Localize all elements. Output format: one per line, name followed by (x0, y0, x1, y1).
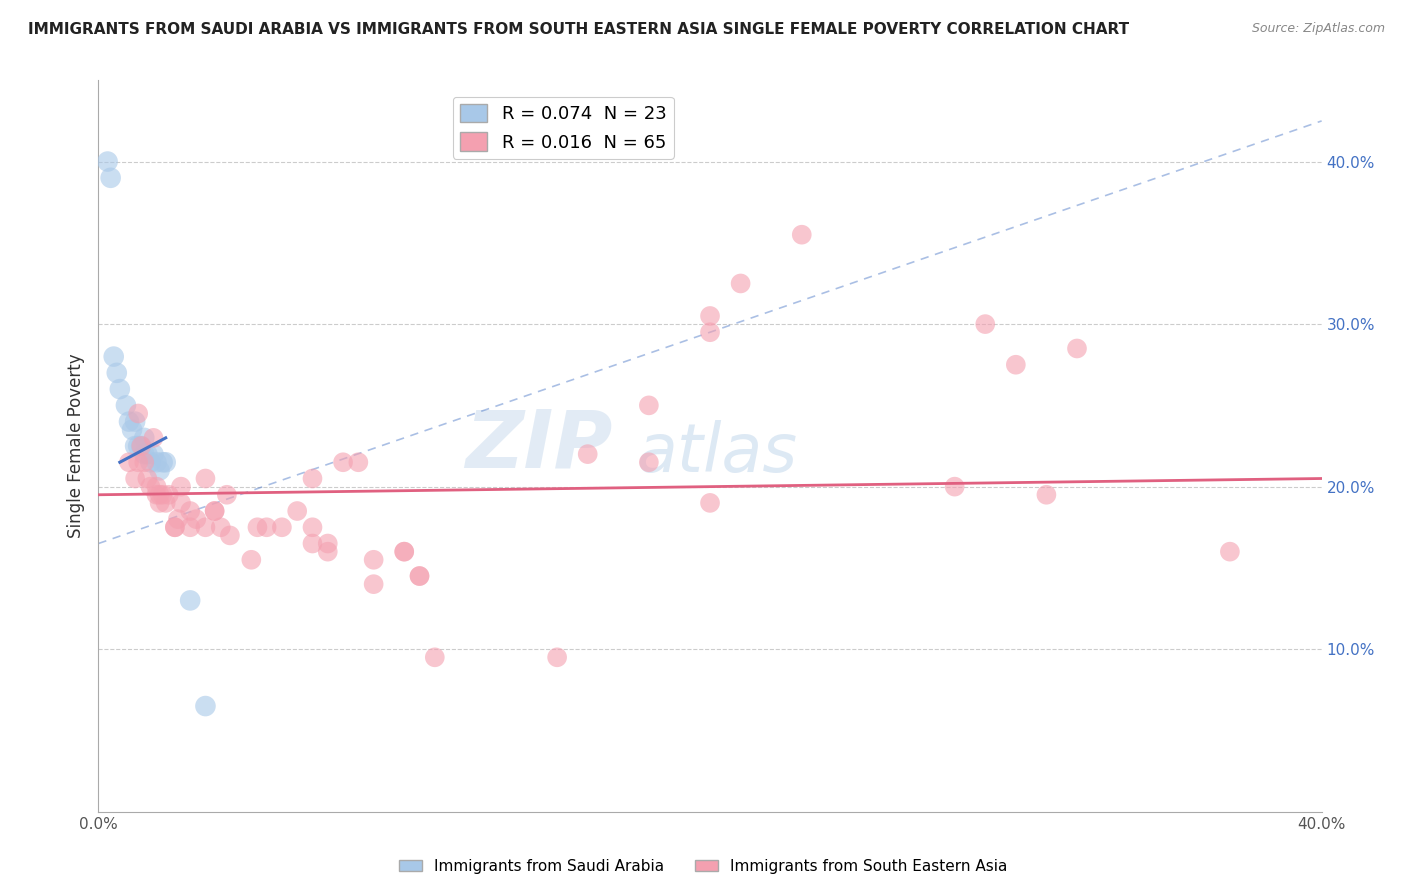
Point (127, 439, 149, 453)
Point (699, 325, 721, 339)
Point (179, 504, 201, 518)
Point (790, 227, 813, 242)
Point (134, 447, 156, 461)
Point (142, 431, 165, 445)
Point (301, 520, 323, 534)
Point (194, 471, 217, 485)
Point (408, 569, 430, 583)
Point (699, 309, 721, 323)
Point (1066, 342, 1088, 356)
Point (152, 455, 174, 469)
Point (142, 447, 165, 461)
Point (347, 455, 370, 469)
Point (155, 455, 177, 469)
Point (145, 488, 167, 502)
Point (1035, 488, 1057, 502)
Text: ZIP: ZIP (465, 407, 612, 485)
Point (219, 528, 242, 542)
Point (363, 577, 385, 591)
Point (134, 455, 156, 469)
Point (118, 415, 141, 429)
Point (149, 496, 172, 510)
Text: IMMIGRANTS FROM SAUDI ARABIA VS IMMIGRANTS FROM SOUTH EASTERN ASIA SINGLE FEMALE: IMMIGRANTS FROM SAUDI ARABIA VS IMMIGRAN… (28, 22, 1129, 37)
Point (170, 480, 193, 494)
Point (974, 317, 997, 331)
Point (136, 471, 159, 485)
Point (576, 447, 599, 461)
Point (637, 398, 661, 412)
Point (124, 415, 146, 429)
Point (256, 520, 278, 534)
Point (167, 512, 190, 526)
Point (155, 496, 177, 510)
Y-axis label: Single Female Poverty: Single Female Poverty (66, 354, 84, 538)
Point (408, 569, 430, 583)
Point (134, 431, 156, 445)
Point (301, 536, 323, 550)
Point (546, 650, 568, 665)
Point (170, 496, 193, 510)
Point (204, 504, 226, 518)
Point (209, 520, 232, 534)
Point (149, 463, 172, 477)
Point (392, 544, 416, 558)
Point (363, 553, 385, 567)
Point (121, 423, 143, 437)
Text: Source: ZipAtlas.com: Source: ZipAtlas.com (1251, 22, 1385, 36)
Point (149, 488, 172, 502)
Point (316, 536, 339, 550)
Legend: R = 0.074  N = 23, R = 0.016  N = 65: R = 0.074 N = 23, R = 0.016 N = 65 (453, 96, 673, 159)
Point (246, 520, 269, 534)
Point (730, 277, 752, 291)
Point (204, 504, 226, 518)
Point (194, 699, 217, 714)
Point (103, 350, 125, 364)
Point (179, 520, 201, 534)
Point (1004, 358, 1026, 372)
Point (139, 480, 162, 494)
Point (163, 520, 186, 534)
Point (392, 544, 416, 558)
Point (127, 455, 149, 469)
Point (699, 496, 721, 510)
Point (115, 398, 138, 412)
Point (316, 544, 339, 558)
Point (179, 593, 201, 607)
Point (108, 382, 131, 396)
Point (136, 447, 159, 461)
Point (129, 439, 152, 453)
Point (97, 154, 120, 169)
Text: atlas: atlas (637, 420, 797, 486)
Point (129, 439, 152, 453)
Point (100, 170, 122, 185)
Point (943, 480, 966, 494)
Point (139, 455, 162, 469)
Point (124, 471, 146, 485)
Point (186, 512, 208, 526)
Point (215, 488, 238, 502)
Point (301, 471, 323, 485)
Point (163, 520, 186, 534)
Point (423, 650, 446, 665)
Point (145, 480, 167, 494)
Point (240, 553, 263, 567)
Point (194, 520, 217, 534)
Legend: Immigrants from Saudi Arabia, Immigrants from South Eastern Asia: Immigrants from Saudi Arabia, Immigrants… (392, 853, 1014, 880)
Point (637, 455, 661, 469)
Point (152, 488, 174, 502)
Point (157, 488, 180, 502)
Point (124, 439, 146, 453)
Point (118, 455, 141, 469)
Point (332, 455, 354, 469)
Point (1219, 544, 1241, 558)
Point (127, 407, 149, 421)
Point (270, 520, 292, 534)
Point (145, 455, 167, 469)
Point (105, 366, 128, 380)
Point (285, 504, 308, 518)
